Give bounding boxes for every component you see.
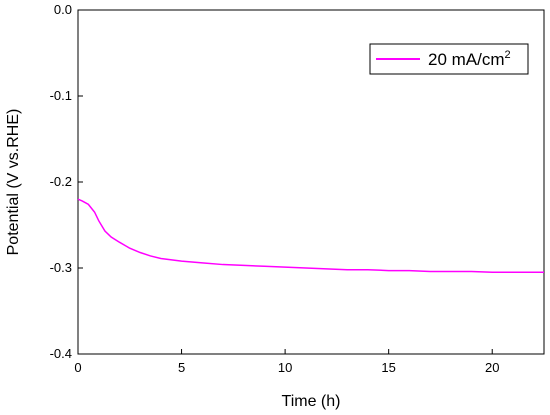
series-line xyxy=(77,198,544,274)
legend: 20 mA/cm2 xyxy=(369,43,529,75)
legend-label-text: 20 mA/cm xyxy=(428,50,505,69)
x-tick-label: 15 xyxy=(381,360,395,375)
y-tick-label: -0.3 xyxy=(50,260,72,275)
y-tick-label: -0.4 xyxy=(50,346,72,361)
x-tick-label: 20 xyxy=(485,360,499,375)
y-tick-label: 0.0 xyxy=(54,2,72,17)
x-tick-label: 10 xyxy=(278,360,292,375)
legend-label: 20 mA/cm2 xyxy=(428,49,511,69)
x-axis-ticks: 0 5 10 15 20 xyxy=(74,349,499,375)
legend-label-superscript: 2 xyxy=(505,49,511,61)
y-tick-label: -0.2 xyxy=(50,174,72,189)
x-tick-label: 5 xyxy=(178,360,185,375)
y-axis-title: Potential (V vs.RHE) xyxy=(5,109,22,256)
y-axis-ticks: 0.0 -0.1 -0.2 -0.3 -0.4 xyxy=(50,2,83,361)
x-axis-title: Time (h) xyxy=(282,393,341,410)
y-tick-label: -0.1 xyxy=(50,88,72,103)
x-tick-label: 0 xyxy=(74,360,81,375)
